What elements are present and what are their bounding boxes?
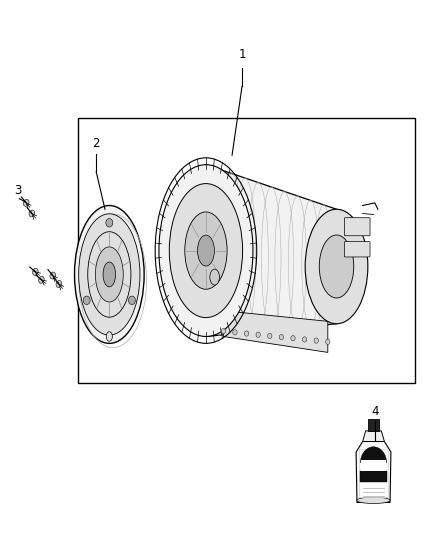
Ellipse shape [319, 235, 354, 298]
FancyBboxPatch shape [344, 241, 370, 257]
Ellipse shape [95, 247, 123, 302]
Ellipse shape [106, 332, 113, 341]
Circle shape [314, 338, 318, 343]
Circle shape [83, 296, 90, 304]
Circle shape [221, 328, 226, 334]
Ellipse shape [159, 165, 253, 336]
Circle shape [128, 296, 135, 304]
Circle shape [291, 336, 295, 341]
Ellipse shape [103, 262, 116, 287]
Bar [359, 449, 388, 497]
Bar [78, 118, 415, 383]
Text: 1: 1 [238, 49, 246, 61]
Ellipse shape [198, 235, 215, 266]
Polygon shape [223, 311, 328, 352]
Ellipse shape [305, 209, 368, 324]
Ellipse shape [23, 199, 29, 206]
Circle shape [302, 337, 307, 342]
Circle shape [233, 330, 237, 335]
Ellipse shape [32, 268, 38, 276]
Ellipse shape [79, 214, 140, 335]
FancyBboxPatch shape [344, 217, 370, 236]
Ellipse shape [169, 183, 243, 318]
Bar [361, 460, 386, 471]
Ellipse shape [50, 272, 56, 279]
Polygon shape [206, 165, 336, 336]
Polygon shape [356, 441, 391, 503]
Ellipse shape [29, 210, 35, 217]
Text: 4: 4 [371, 405, 378, 418]
Circle shape [325, 339, 330, 344]
Circle shape [268, 333, 272, 338]
Text: 2: 2 [92, 137, 100, 150]
Bar [368, 419, 379, 431]
Ellipse shape [185, 212, 227, 289]
Wedge shape [360, 447, 387, 463]
Ellipse shape [357, 497, 390, 504]
Circle shape [106, 219, 113, 227]
Ellipse shape [74, 206, 144, 343]
Text: 3: 3 [14, 183, 21, 197]
Ellipse shape [210, 269, 219, 285]
Circle shape [256, 332, 260, 337]
Ellipse shape [88, 232, 131, 317]
Circle shape [244, 331, 249, 336]
Bar [360, 471, 388, 482]
Circle shape [279, 334, 283, 340]
Ellipse shape [39, 276, 44, 284]
Polygon shape [363, 431, 385, 441]
Ellipse shape [56, 280, 62, 287]
